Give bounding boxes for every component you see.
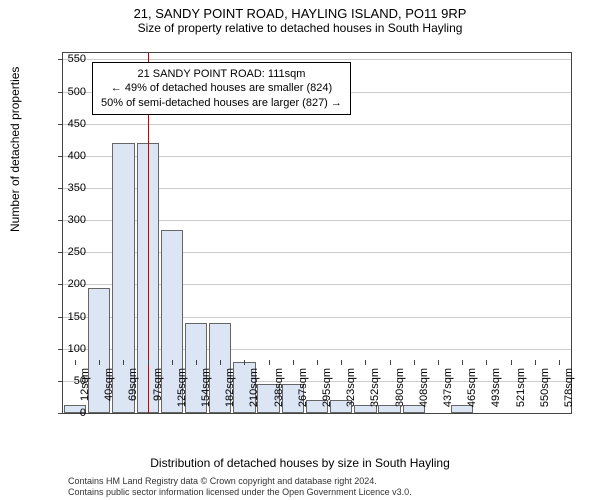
y-tick-label: 250 <box>56 246 86 258</box>
info-box: 21 SANDY POINT ROAD: 111sqm← 49% of deta… <box>92 62 351 115</box>
x-tick-label: 40sqm <box>103 368 115 401</box>
x-tick-label: 465sqm <box>466 368 478 407</box>
x-tick-label: 578sqm <box>563 368 575 407</box>
x-tick-label: 182sqm <box>224 368 236 407</box>
y-tick-label: 400 <box>56 150 86 162</box>
x-tick-mark <box>535 360 536 365</box>
x-tick-label: 295sqm <box>321 368 333 407</box>
x-tick-label: 267sqm <box>297 368 309 407</box>
x-tick-mark <box>462 360 463 365</box>
info-box-line: 50% of semi-detached houses are larger (… <box>101 96 342 110</box>
x-tick-mark <box>486 360 487 365</box>
footer-line2: Contains public sector information licen… <box>68 487 412 498</box>
x-tick-label: 154sqm <box>200 368 212 407</box>
info-box-line: ← 49% of detached houses are smaller (82… <box>101 81 342 95</box>
x-tick-label: 238sqm <box>273 368 285 407</box>
x-tick-mark <box>123 360 124 365</box>
x-tick-mark <box>220 360 221 365</box>
grid-line <box>63 124 571 125</box>
x-tick-mark <box>559 360 560 365</box>
x-tick-label: 12sqm <box>79 368 91 401</box>
x-tick-label: 380sqm <box>394 368 406 407</box>
x-tick-mark <box>99 360 100 365</box>
x-tick-label: 550sqm <box>539 368 551 407</box>
y-tick-label: 450 <box>56 118 86 130</box>
x-tick-mark <box>317 360 318 365</box>
x-tick-label: 210sqm <box>248 368 260 407</box>
info-box-line: 21 SANDY POINT ROAD: 111sqm <box>101 67 342 81</box>
x-tick-label: 437sqm <box>442 368 454 407</box>
x-axis-label: Distribution of detached houses by size … <box>0 456 600 470</box>
x-tick-mark <box>365 360 366 365</box>
y-tick-label: 150 <box>56 311 86 323</box>
x-tick-label: 521sqm <box>515 368 527 407</box>
x-tick-mark <box>244 360 245 365</box>
y-tick-label: 200 <box>56 278 86 290</box>
x-tick-mark <box>196 360 197 365</box>
x-tick-mark <box>269 360 270 365</box>
y-axis-label: Number of detached properties <box>8 67 22 232</box>
y-tick-label: 500 <box>56 86 86 98</box>
y-tick-label: 300 <box>56 214 86 226</box>
x-tick-mark <box>148 360 149 365</box>
y-tick-label: 550 <box>56 53 86 65</box>
x-tick-mark <box>341 360 342 365</box>
x-tick-label: 97sqm <box>152 368 164 401</box>
chart-title-main: 21, SANDY POINT ROAD, HAYLING ISLAND, PO… <box>0 6 600 21</box>
chart-title-sub: Size of property relative to detached ho… <box>0 21 600 35</box>
x-tick-label: 125sqm <box>176 368 188 407</box>
x-tick-label: 408sqm <box>418 368 430 407</box>
grid-line <box>63 59 571 60</box>
y-tick-label: 0 <box>56 407 86 419</box>
x-tick-label: 69sqm <box>127 368 139 401</box>
x-tick-label: 493sqm <box>490 368 502 407</box>
x-tick-label: 352sqm <box>369 368 381 407</box>
x-tick-mark <box>414 360 415 365</box>
y-tick-label: 350 <box>56 182 86 194</box>
footer-line1: Contains HM Land Registry data © Crown c… <box>68 476 412 487</box>
x-tick-mark <box>293 360 294 365</box>
x-tick-mark <box>390 360 391 365</box>
x-tick-mark <box>75 360 76 365</box>
x-tick-mark <box>438 360 439 365</box>
x-tick-mark <box>511 360 512 365</box>
chart-title-block: 21, SANDY POINT ROAD, HAYLING ISLAND, PO… <box>0 0 600 35</box>
footer-attribution: Contains HM Land Registry data © Crown c… <box>68 476 412 498</box>
y-tick-label: 100 <box>56 343 86 355</box>
x-tick-mark <box>172 360 173 365</box>
x-tick-label: 323sqm <box>345 368 357 407</box>
